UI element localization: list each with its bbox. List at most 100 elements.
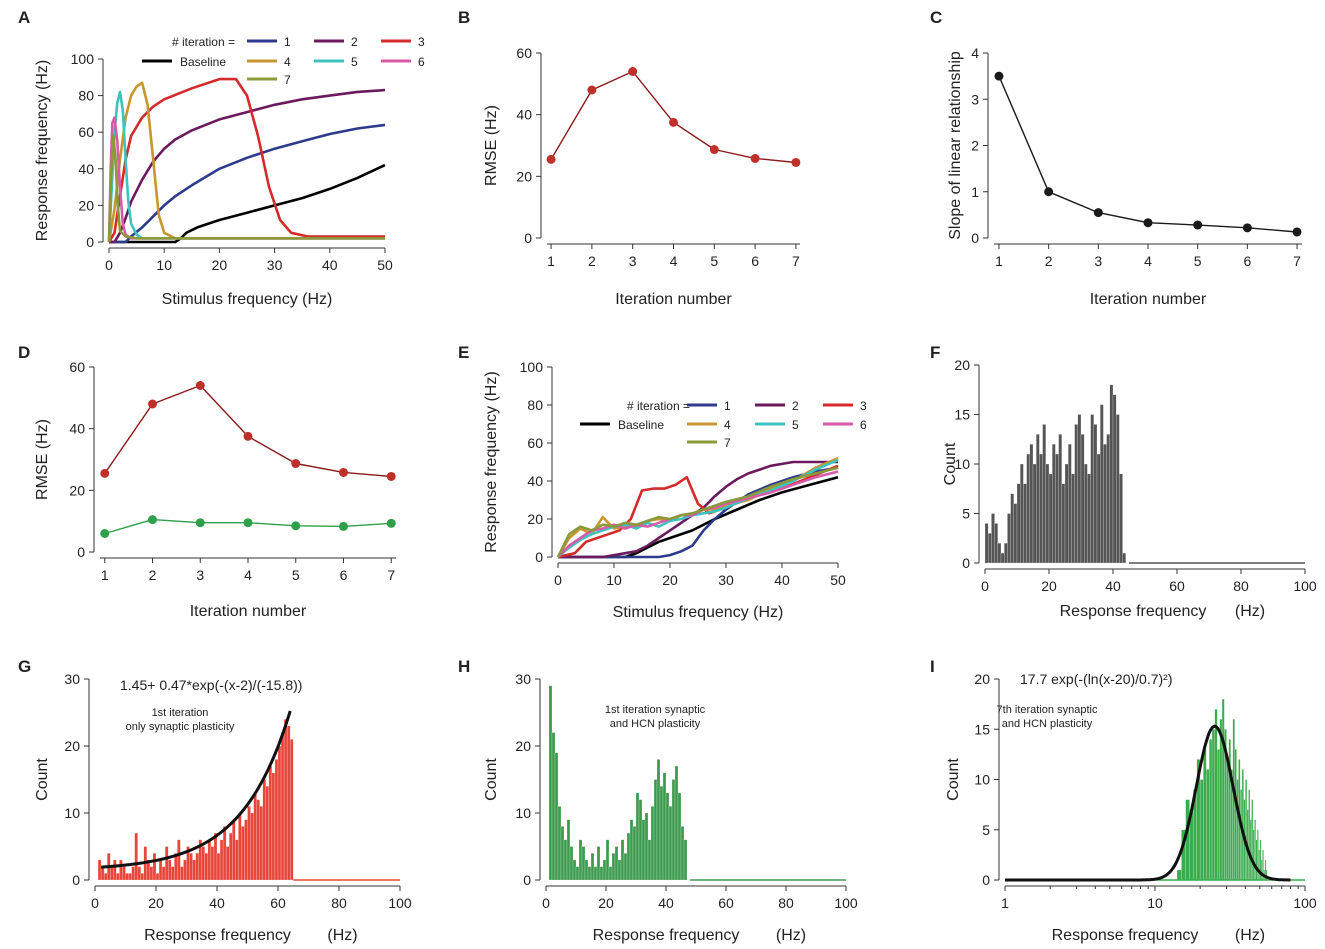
x-tick-label: 50	[377, 257, 393, 273]
histogram-bar	[1122, 552, 1126, 564]
histogram-bar	[680, 826, 685, 881]
annotation-line: only synaptic plasticity	[126, 721, 235, 733]
histogram-bar	[1255, 839, 1258, 881]
histogram-bar	[1013, 503, 1018, 564]
x-tick-label: 50	[830, 572, 846, 588]
histogram-bar	[662, 772, 667, 881]
histogram-bar	[1058, 434, 1062, 564]
x-axis-label: Stimulus frequency (Hz)	[613, 604, 784, 621]
y-tick-label: 4	[971, 45, 979, 61]
x-axis-unit: (Hz)	[1235, 603, 1265, 620]
y-tick-label: 2	[971, 138, 979, 154]
histogram-bar	[653, 779, 658, 881]
fit-equation: 17.7 exp(-(ln(x-20)/0.7)²)	[1020, 671, 1173, 687]
histogram-bar	[1093, 424, 1098, 564]
legend-label-2: 2	[351, 35, 358, 49]
data-point	[338, 467, 348, 477]
x-tick-label: 1	[547, 253, 555, 269]
histogram-bar	[207, 839, 212, 881]
histogram-bar	[177, 839, 181, 881]
x-tick-label: 80	[778, 895, 794, 911]
y-tick-label: 40	[527, 473, 543, 489]
series-line-baseline	[109, 163, 386, 244]
panel-D: D 0 20 40 60 1 2 3 4 5 6 7 Iteration number RMSE (Hz)	[18, 343, 396, 620]
data-point	[1143, 218, 1153, 228]
y-tick-label: 40	[78, 161, 94, 177]
histogram-bar	[584, 859, 589, 881]
histogram-bar	[1217, 749, 1220, 881]
histogram-bar	[158, 859, 163, 881]
panel-A: A 0 20 40 60 80 100 0 10 20 30 40 50 Stimulus frequen…	[18, 8, 425, 308]
histogram-bar	[1119, 473, 1123, 564]
data-point	[195, 381, 205, 390]
histogram-bar	[1109, 384, 1114, 564]
x-tick-label: 0	[542, 895, 550, 911]
y-axis-label: Count	[945, 758, 962, 801]
x-tick-label: 20	[148, 895, 164, 911]
x-tick-label: 4	[670, 253, 678, 269]
legend-label-1: 1	[724, 399, 731, 413]
x-tick-label: 1	[1001, 895, 1009, 911]
x-tick-label: 5	[1194, 253, 1202, 269]
annotation: 7th iteration synaptic and HCN plasticity	[997, 704, 1098, 730]
legend-label-5: 5	[351, 55, 358, 69]
x-tick-label: 60	[1169, 578, 1185, 594]
histogram-bar	[216, 853, 221, 881]
histogram-bar	[638, 799, 643, 881]
x-tick-label: 10	[1147, 895, 1163, 911]
histogram-bar	[1064, 463, 1069, 564]
x-tick-label: 3	[629, 253, 637, 269]
data-point	[386, 518, 396, 528]
y-axis-label: Count	[34, 758, 51, 801]
x-tick-label: 60	[718, 895, 734, 911]
histogram-bar	[1252, 829, 1255, 881]
data-point	[628, 67, 638, 76]
y-tick-label: 0	[523, 872, 531, 888]
y-tick-label: 15	[954, 407, 970, 423]
x-axis-label: Iteration number	[615, 291, 732, 308]
series-line-4	[556, 457, 839, 558]
x-tick-label: 6	[340, 567, 348, 583]
histogram-bar	[620, 839, 625, 881]
y-axis-label: Slope of linear relationship	[947, 51, 964, 240]
histogram-bar	[140, 873, 144, 881]
histogram-bar	[1185, 799, 1190, 881]
histogram-bar	[626, 832, 631, 881]
plot-area-I	[1005, 698, 1305, 882]
x-axis-unit: (Hz)	[327, 927, 357, 944]
histogram-bar	[593, 866, 598, 881]
y-tick-label: 0	[77, 544, 85, 560]
histogram-bar	[587, 866, 592, 881]
y-tick-label: 1	[971, 184, 979, 200]
histogram-bar	[659, 786, 664, 881]
histogram-bar	[551, 732, 556, 881]
histogram-bar	[225, 846, 230, 881]
histogram-bar	[677, 792, 682, 881]
histogram-bar	[623, 853, 628, 881]
histogram-bar	[201, 846, 205, 881]
x-tick-label: 0	[554, 572, 562, 588]
histogram-bar	[259, 806, 263, 881]
y-tick-label: 30	[515, 671, 531, 687]
x-tick-label: 7	[792, 253, 800, 269]
histogram-bar	[1112, 394, 1117, 564]
histogram-bar	[1221, 698, 1225, 881]
histogram-bar	[271, 772, 276, 881]
histogram-bar	[204, 853, 209, 881]
histogram-bar	[1077, 414, 1082, 564]
histogram-bar	[222, 826, 227, 881]
histogram-bar	[1209, 739, 1213, 881]
histogram-bar	[614, 846, 619, 881]
panel-label-H: H	[458, 657, 470, 676]
histogram-bar	[1251, 799, 1254, 881]
histogram-bar	[644, 812, 649, 881]
annotation-line: 1st iteration synaptic	[605, 704, 706, 716]
histogram-bar	[1004, 543, 1008, 564]
legend-label-baseline: Baseline	[180, 55, 226, 69]
x-tick-label: 0	[105, 257, 113, 273]
histogram-bar	[665, 792, 670, 881]
histogram-bar	[575, 866, 580, 881]
legend-label-1: 1	[284, 35, 291, 49]
panel-label-I: I	[930, 657, 935, 676]
